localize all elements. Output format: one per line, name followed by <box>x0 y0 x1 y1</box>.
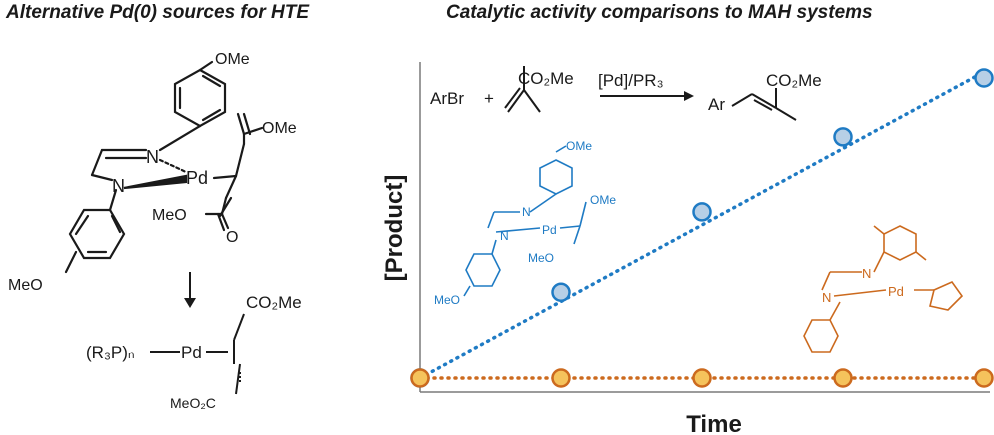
orange-data-point <box>410 368 430 388</box>
blue-data-point <box>833 127 853 147</box>
left-ester-top-label: OMe <box>262 120 297 137</box>
left-reaction-arrow <box>184 272 196 308</box>
orange-n1-label: N <box>862 266 871 281</box>
right-panel-title: Catalytic activity comparisons to MAH sy… <box>446 2 873 23</box>
left-product-ester-bottom-label: MeO₂C <box>170 395 216 411</box>
blue-data-point <box>974 68 994 88</box>
left-product-ligand-label: (R₃P)ₙ <box>86 343 135 362</box>
orange-n2-label: N <box>822 290 831 305</box>
blue-pd-label: Pd <box>542 223 557 237</box>
orange-pd-label: Pd <box>888 284 904 299</box>
reactant-ester-label: CO₂Me <box>518 69 574 88</box>
left-carbonyl-o-label: O <box>226 229 238 246</box>
blue-methoxy-top-label: OMe <box>566 139 592 153</box>
blue-series-trend-line <box>418 70 986 380</box>
left-n1-label: N <box>146 147 159 167</box>
left-product-ester-top-label: CO₂Me <box>246 293 302 312</box>
blue-methoxy-bottom-label: MeO <box>434 293 460 307</box>
blue-ester-top-label: OMe <box>590 193 616 207</box>
reaction-conditions-label: [Pd]/PR₃ <box>598 71 664 90</box>
blue-data-point <box>551 282 571 303</box>
left-ester-bottom-label: MeO <box>152 207 187 224</box>
left-pd-label: Pd <box>186 168 208 188</box>
left-methoxy-bottom-label: MeO <box>8 277 43 294</box>
left-panel-title: Alternative Pd(0) sources for HTE <box>6 2 310 23</box>
orange-complex-structure <box>803 225 964 353</box>
blue-ester-bottom-label: MeO <box>528 251 554 265</box>
blue-n2-label: N <box>500 229 509 243</box>
left-complex-structure <box>64 60 264 274</box>
blue-complex-structure <box>463 145 587 297</box>
left-product-pd-label: Pd <box>181 343 202 362</box>
orange-data-point <box>692 368 712 388</box>
blue-n1-label: N <box>522 205 531 219</box>
chart-x-axis-label: Time <box>686 411 742 435</box>
reaction-plus-label: + <box>484 89 494 108</box>
reactant-arbr-label: ArBr <box>430 89 464 108</box>
chart-marks <box>410 68 994 388</box>
blue-data-point <box>692 202 712 222</box>
reaction-scheme: ArBr + CO₂Me [Pd]/PR₃ Ar CO₂Me <box>430 66 822 121</box>
left-methoxy-top-label: OMe <box>215 51 250 68</box>
left-product-structure <box>150 313 245 395</box>
orange-data-point <box>551 368 571 388</box>
product-ester-label: CO₂Me <box>766 71 822 90</box>
orange-data-point <box>833 368 853 388</box>
chart-y-axis-label: [Product] <box>381 175 408 282</box>
left-n2-label: N <box>112 176 125 196</box>
orange-data-point <box>974 368 994 388</box>
product-ar-label: Ar <box>708 95 725 114</box>
chart-axes <box>419 62 990 393</box>
